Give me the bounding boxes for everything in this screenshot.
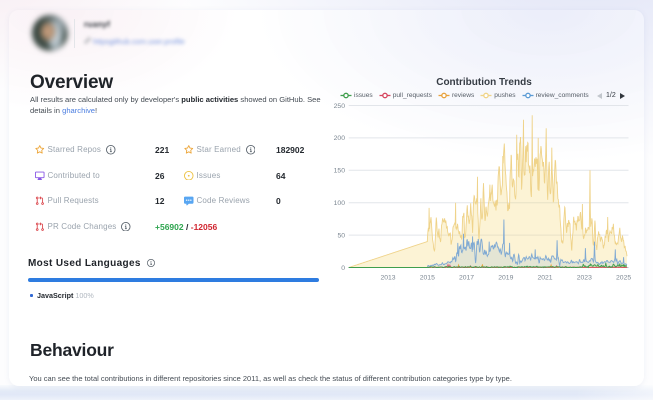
svg-text:2019: 2019 bbox=[498, 275, 513, 282]
svg-text:100: 100 bbox=[334, 200, 346, 207]
svg-text:2015: 2015 bbox=[420, 275, 435, 282]
svg-text:50: 50 bbox=[337, 232, 345, 239]
svg-text:2017: 2017 bbox=[459, 275, 474, 282]
svg-text:2013: 2013 bbox=[380, 275, 395, 282]
svg-text:2021: 2021 bbox=[537, 275, 552, 282]
svg-text:2023: 2023 bbox=[577, 275, 592, 282]
svg-text:200: 200 bbox=[334, 135, 346, 142]
svg-text:250: 250 bbox=[334, 103, 346, 110]
svg-text:0: 0 bbox=[341, 265, 345, 272]
svg-text:150: 150 bbox=[334, 168, 346, 175]
svg-text:2025: 2025 bbox=[616, 275, 631, 282]
